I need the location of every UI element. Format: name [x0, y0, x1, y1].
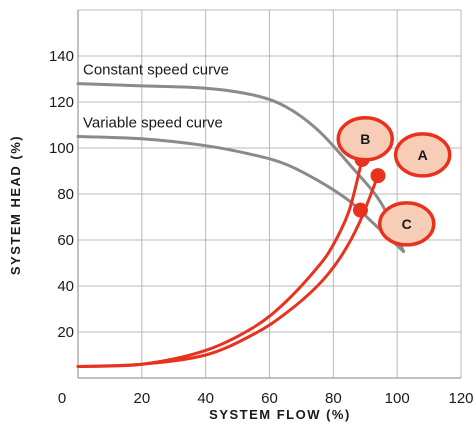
series-line-2	[76, 158, 364, 368]
operating-point-marker	[352, 202, 368, 218]
series-line-3	[76, 174, 380, 368]
tick-labels: 0 20 40 60 80 100 120 20 40 60 80 100 120 140	[49, 48, 474, 407]
x-tick-label: 60	[261, 390, 278, 407]
x-tick-label: 100	[385, 390, 410, 407]
callout-bubble	[393, 132, 452, 178]
callout-label: B	[360, 131, 370, 147]
callout-label: C	[402, 216, 412, 232]
y-tick-label: 100	[49, 140, 74, 157]
callout-bubble	[377, 201, 436, 247]
callout-B: B	[336, 116, 394, 162]
y-axis-title: SYSTEM HEAD (%)	[8, 135, 23, 275]
x-tick-label: 20	[133, 390, 150, 407]
series-label-1: Variable speed curve	[83, 115, 223, 132]
x-tick-label: 40	[197, 390, 214, 407]
y-tick-label: 120	[49, 94, 74, 111]
series-label-0: Constant speed curve	[83, 62, 229, 79]
y-tick-label: 40	[57, 278, 74, 295]
callout-label: A	[418, 147, 428, 163]
callouts: B A C	[336, 116, 452, 247]
callout-bubble	[336, 116, 394, 162]
callout-C: C	[377, 201, 436, 247]
x-tick-label: 80	[325, 390, 342, 407]
x-tick-label: 0	[58, 390, 66, 407]
y-tick-label: 140	[49, 48, 74, 65]
x-axis-title: SYSTEM FLOW (%)	[209, 407, 351, 422]
series-line-0	[76, 82, 406, 253]
curves	[76, 82, 406, 368]
y-tick-label: 20	[57, 324, 74, 341]
y-tick-label: 60	[57, 232, 74, 249]
callout-A: A	[393, 132, 452, 178]
y-tick-label: 80	[57, 186, 74, 203]
series-labels: Constant speed curve Variable speed curve	[83, 62, 229, 132]
x-tick-label: 120	[448, 390, 473, 407]
operating-point-marker	[370, 168, 386, 184]
